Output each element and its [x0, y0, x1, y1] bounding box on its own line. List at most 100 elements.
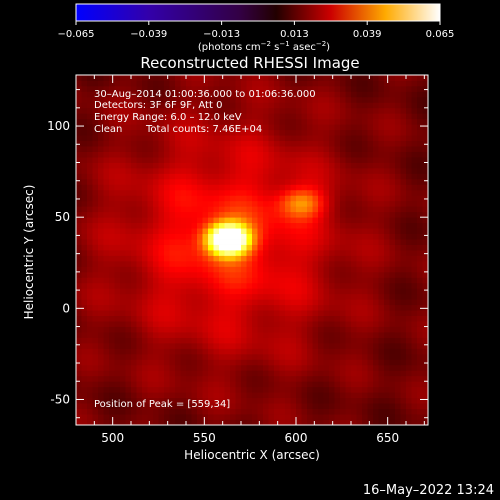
heatmap-cell [180, 151, 187, 158]
heatmap-cell [422, 260, 429, 267]
heatmap-cell [125, 151, 132, 158]
heatmap-cell [246, 96, 253, 103]
heatmap-cell [279, 277, 286, 284]
heatmap-cell [307, 75, 313, 81]
heatmap-cell [235, 310, 242, 317]
heatmap-cell [142, 107, 148, 114]
heatmap-cell [202, 255, 209, 262]
heatmap-cell [191, 403, 198, 409]
heatmap-cell [329, 167, 335, 174]
heatmap-cell [114, 332, 121, 338]
heatmap-cell [98, 315, 104, 322]
heatmap-cell [285, 107, 291, 114]
heatmap-cell [389, 375, 396, 382]
heatmap-cell [378, 151, 385, 158]
heatmap-cell [389, 151, 396, 158]
heatmap-cell [114, 255, 121, 262]
heatmap-cell [120, 266, 126, 273]
heatmap-cell [274, 217, 280, 224]
heatmap-cell [180, 326, 187, 333]
heatmap-cell [92, 277, 99, 284]
heatmap-cell [136, 392, 143, 399]
heatmap-cell [153, 200, 159, 207]
heatmap-cell [290, 173, 297, 180]
heatmap-cell [318, 386, 324, 393]
heatmap-cell [285, 211, 291, 218]
heatmap-cell [323, 255, 330, 262]
heatmap-cell [136, 337, 143, 344]
heatmap-cell [191, 102, 198, 109]
heatmap-cell [98, 118, 104, 125]
colorbar-units: (photons cm−2 s−1 asec−2) [198, 40, 330, 53]
heatmap-cell [153, 178, 159, 185]
heatmap-cell [120, 310, 126, 317]
heatmap-cell [131, 96, 137, 103]
heatmap-cell [257, 408, 264, 415]
heatmap-cell [340, 288, 346, 295]
heatmap-cell [301, 293, 308, 300]
heatmap-cell [312, 222, 319, 229]
heatmap-cell [417, 310, 423, 317]
heatmap-cell [378, 91, 385, 98]
heatmap-cell [367, 135, 374, 142]
heatmap-cell [351, 408, 357, 415]
heatmap-cell [417, 293, 423, 300]
heatmap-cell [98, 75, 104, 81]
heatmap-cell [296, 386, 302, 393]
heatmap-cell [147, 244, 154, 251]
heatmap-cell [109, 293, 115, 300]
heatmap-cell [257, 403, 264, 409]
heatmap-cell [169, 189, 176, 196]
heatmap-cell [367, 299, 374, 306]
heatmap-cell [362, 146, 368, 152]
heatmap-cell [125, 162, 132, 169]
heatmap-cell [246, 266, 253, 273]
heatmap-cell [400, 162, 407, 169]
heatmap-cell [351, 239, 357, 245]
heatmap-cell [252, 184, 258, 191]
heatmap-cell [131, 239, 137, 245]
heatmap-cell [307, 282, 313, 289]
heatmap-cell [285, 370, 291, 377]
heatmap-cell [301, 397, 308, 404]
heatmap-cell [351, 157, 357, 163]
heatmap-cell [114, 217, 121, 224]
heatmap-cell [241, 189, 247, 196]
heatmap-cell [389, 211, 396, 218]
heatmap-cell [301, 211, 308, 218]
heatmap-cell [103, 200, 110, 207]
heatmap-cell [257, 310, 264, 317]
heatmap-cell [175, 157, 181, 163]
heatmap-cell [125, 222, 132, 229]
heatmap-cell [142, 151, 148, 158]
heatmap-cell [263, 217, 269, 224]
heatmap-cell [263, 118, 269, 125]
heatmap-cell [136, 266, 143, 273]
heatmap-cell [323, 326, 330, 333]
heatmap-cell [224, 129, 231, 136]
heatmap-cell [279, 96, 286, 103]
heatmap-cell [340, 151, 346, 158]
heatmap-cell [257, 397, 264, 404]
heatmap-cell [356, 386, 363, 393]
heatmap-cell [213, 195, 220, 202]
heatmap-cell [373, 288, 379, 295]
heatmap-cell [98, 348, 104, 355]
heatmap-cell [422, 304, 429, 311]
heatmap-cell [114, 315, 121, 322]
heatmap-cell [131, 370, 137, 377]
heatmap-cell [345, 337, 352, 344]
heatmap-cell [246, 239, 253, 245]
heatmap-cell [175, 375, 181, 382]
heatmap-cell [296, 140, 302, 147]
heatmap-cell [125, 255, 132, 262]
heatmap-cell [246, 75, 253, 81]
heatmap-cell [169, 403, 176, 409]
heatmap-cell [307, 419, 313, 426]
heatmap-cell [411, 102, 418, 109]
heatmap-cell [219, 129, 225, 136]
heatmap-cell [351, 260, 357, 267]
heatmap-cell [164, 293, 170, 300]
heatmap-cell [158, 288, 165, 295]
heatmap-cell [164, 260, 170, 267]
